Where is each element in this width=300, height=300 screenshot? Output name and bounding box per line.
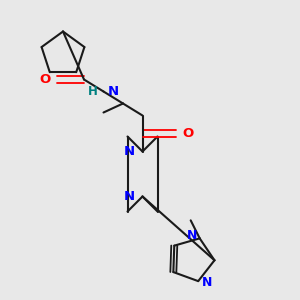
- Text: O: O: [39, 73, 50, 86]
- Text: N: N: [108, 85, 119, 98]
- Text: N: N: [201, 276, 212, 289]
- Text: H: H: [88, 85, 98, 98]
- Text: N: N: [124, 145, 135, 158]
- Text: N: N: [187, 229, 197, 242]
- Text: N: N: [124, 190, 135, 203]
- Text: O: O: [182, 127, 194, 140]
